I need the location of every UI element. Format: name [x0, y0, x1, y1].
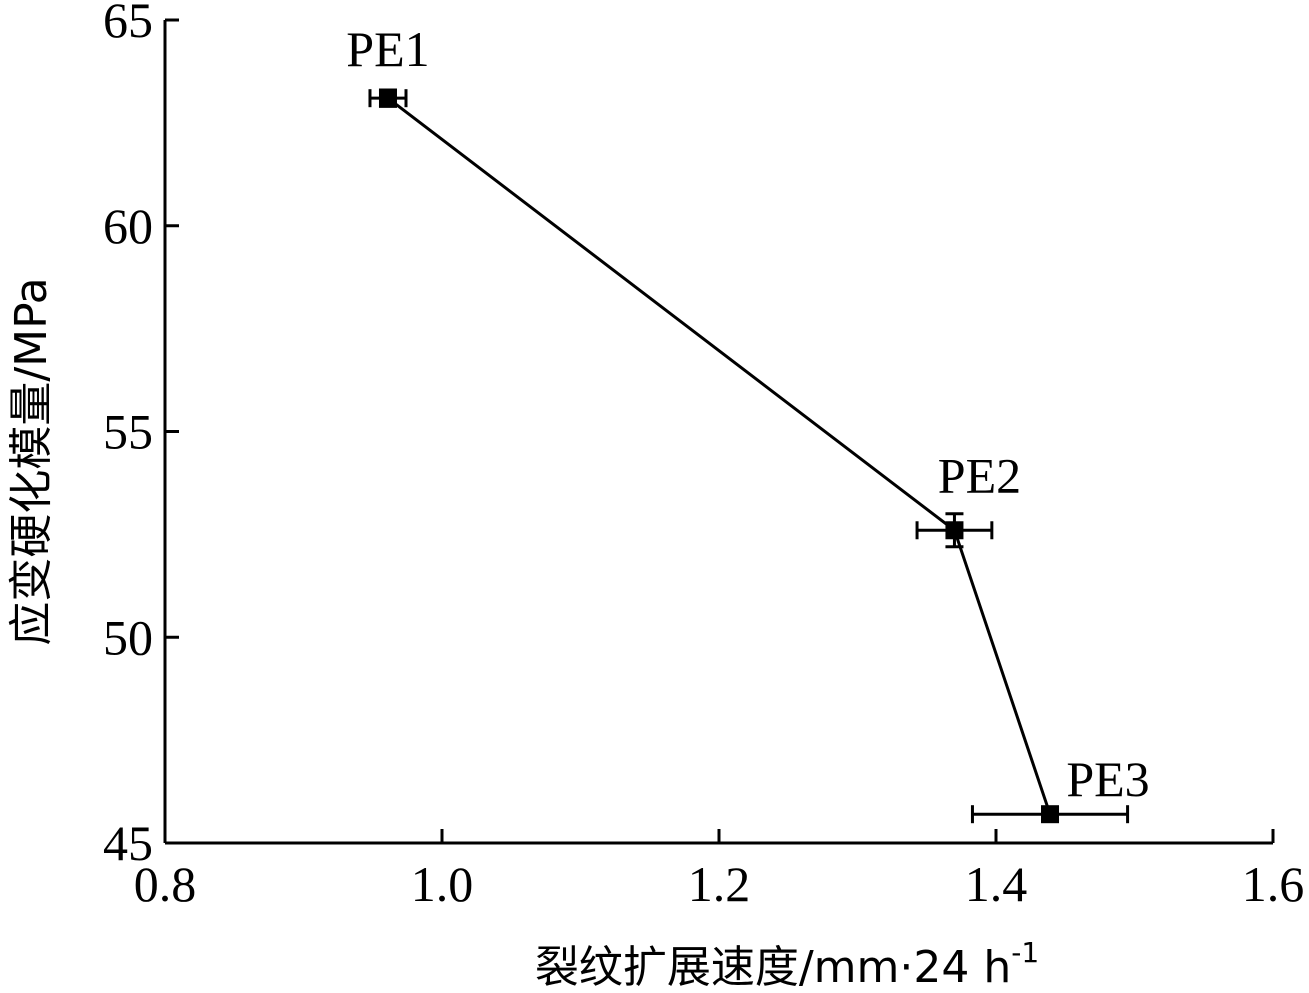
point-label: PE3	[1066, 751, 1149, 807]
y-tick-label: 45	[103, 815, 153, 871]
x-tick-label: 1.0	[411, 856, 474, 912]
x-tick-label: 1.4	[965, 856, 1028, 912]
data-point-marker	[1041, 805, 1060, 824]
point-label: PE1	[346, 21, 429, 77]
x-axis-title-superscript: -1	[1011, 936, 1039, 969]
x-tick-label: 1.6	[1242, 856, 1305, 912]
labels: PE1 PE2 PE3 裂纹扩展速度/mm·24 h-1 应变硬化模量/MPa	[6, 21, 1150, 993]
x-tick-label: 0.8	[134, 856, 197, 912]
point-label: PE2	[938, 447, 1021, 503]
y-tick-label: 55	[103, 404, 153, 460]
x-axis-title: 裂纹扩展速度/mm·24 h-1	[535, 936, 1039, 993]
axes: 0.8 1.0 1.2 1.4 1.6 45 50 55 60 65	[103, 0, 1304, 912]
data-point-marker	[378, 89, 397, 108]
y-axis-title: 应变硬化模量/MPa	[6, 277, 57, 645]
plot-area	[368, 88, 1130, 824]
data-point-marker	[945, 521, 964, 540]
y-tick-label: 60	[103, 198, 153, 254]
x-tick-label: 1.2	[688, 856, 751, 912]
y-tick-label: 50	[103, 609, 153, 665]
y-tick-label: 65	[103, 0, 153, 48]
x-axis-title-text: 裂纹扩展速度/mm·24 h	[535, 942, 1011, 993]
